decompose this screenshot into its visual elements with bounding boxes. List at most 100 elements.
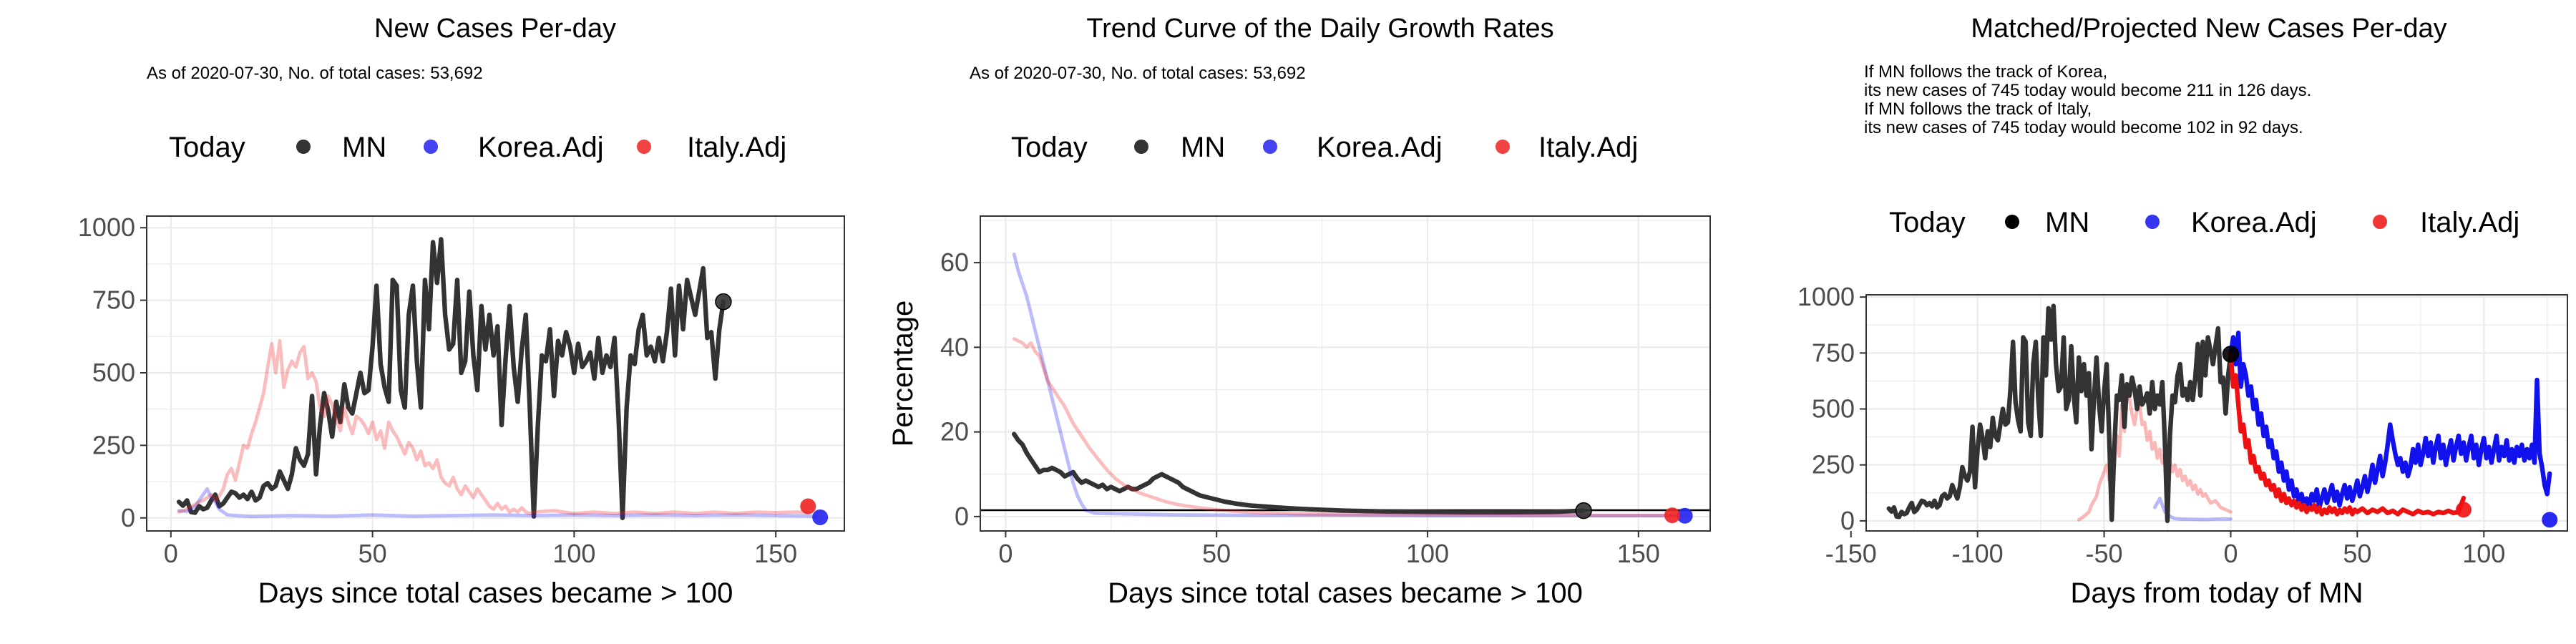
legend: Today MN Korea.Adj Italy.Adj: [1011, 132, 1638, 163]
x-tick-label: 150: [1617, 539, 1660, 568]
x-tick-label: 150: [754, 539, 797, 568]
legend-label-korea-adj: Korea.Adj: [2191, 207, 2317, 238]
series-line-italy-adj: [177, 339, 810, 516]
legend-title: Today: [1011, 132, 1088, 163]
x-tick-label: 0: [2223, 539, 2238, 568]
y-tick-label: 250: [92, 430, 135, 459]
x-tick-label: 0: [164, 539, 178, 568]
today-point-mn: [715, 293, 732, 311]
x-tick-label: 50: [2343, 539, 2371, 568]
today-point-korea-adj: [812, 509, 829, 525]
series-line-italy-adj: [1012, 337, 1674, 517]
legend-swatch-korea-adj: [1263, 140, 1277, 154]
legend: Today MN Korea.Adj Italy.Adj: [1889, 207, 2519, 238]
x-axis-title: Days from today of MN: [2070, 577, 2363, 609]
new-cases-chart: New Cases Per-day As of 2020-07-30, No. o…: [78, 14, 845, 609]
x-tick-label: -100: [1952, 539, 2004, 568]
y-tick-label: 20: [940, 417, 969, 447]
today-point-italy-adj: [2455, 502, 2472, 518]
legend-label-korea-adj: Korea.Adj: [478, 132, 604, 163]
plot-area: [980, 252, 1710, 518]
y-tick-label: 0: [955, 502, 969, 531]
today-point-italy-adj: [1664, 507, 1680, 524]
today-point-italy-adj: [800, 498, 816, 514]
y-tick-label: 500: [92, 358, 135, 387]
y-tick-label: 40: [940, 332, 969, 361]
x-tick-label: -150: [1825, 539, 1877, 568]
axes: 0 50 100 150 0 250 500 750 1000: [78, 213, 797, 568]
chart-subtitle-line: If MN follows the track of Italy,: [1864, 99, 2092, 119]
x-axis-title: Days since total cases became > 100: [1108, 577, 1583, 609]
grid: [980, 216, 1710, 531]
legend-swatch-mn: [1134, 140, 1148, 154]
x-tick-label: 100: [552, 539, 595, 568]
y-tick-label: 0: [121, 503, 135, 532]
plot-area: [176, 237, 818, 520]
plot-background: [980, 216, 1710, 531]
chart-subtitle-line: its new cases of 745 today would become …: [1864, 81, 2311, 100]
series-line-korea-adj: [1012, 252, 1687, 518]
legend-label-mn: MN: [1181, 132, 1225, 163]
legend-swatch-korea-adj: [424, 140, 438, 154]
y-tick-label: 60: [940, 248, 969, 277]
axes: 0 50 100 150 0 20 40 60: [940, 248, 1660, 568]
today-point-mn: [2222, 346, 2240, 363]
series-line-mn: [176, 237, 726, 520]
x-tick-label: 0: [998, 539, 1013, 568]
legend-swatch-mn: [2005, 215, 2019, 229]
legend-title: Today: [1889, 207, 1966, 238]
chart-title: Trend Curve of the Daily Growth Rates: [1086, 14, 1553, 44]
legend-title: Today: [169, 132, 245, 163]
y-axis-title: Percentage: [887, 301, 919, 447]
chart-panel-growth-rates: Trend Curve of the Daily Growth Rates As …: [859, 0, 1717, 644]
chart-title: New Cases Per-day: [374, 14, 616, 44]
legend-swatch-italy-adj: [637, 140, 651, 154]
chart-subtitle-line: As of 2020-07-30, No. of total cases: 53…: [147, 64, 483, 83]
series-line-korea-adj-matched-: [2152, 497, 2233, 522]
x-tick-label: 100: [2462, 539, 2505, 568]
y-tick-label: 750: [1812, 338, 1855, 367]
projected-cases-chart: Matched/Projected New Cases Per-day If MN…: [1797, 14, 2568, 609]
x-axis-title: Days since total cases became > 100: [258, 577, 733, 609]
x-tick-label: -50: [2086, 539, 2123, 568]
y-tick-label: 1000: [78, 213, 135, 242]
legend-swatch-italy-adj: [1496, 140, 1510, 154]
legend-swatch-korea-adj: [2145, 215, 2160, 229]
plot-border: [1865, 294, 2568, 532]
y-tick-label: 0: [1840, 506, 1855, 535]
today-point-mn: [1575, 502, 1592, 519]
chart-subtitle-line: As of 2020-07-30, No. of total cases: 53…: [970, 64, 1306, 83]
growth-rates-chart: Trend Curve of the Daily Growth Rates As …: [887, 14, 1711, 609]
y-tick-label: 1000: [1797, 282, 1855, 311]
legend-label-italy-adj: Italy.Adj: [2420, 207, 2519, 238]
x-tick-label: 100: [1406, 539, 1449, 568]
legend-label-korea-adj: Korea.Adj: [1317, 132, 1443, 163]
legend-label-italy-adj: Italy.Adj: [687, 132, 786, 163]
chart-panel-new-cases: New Cases Per-day As of 2020-07-30, No. o…: [0, 0, 859, 644]
chart-subtitle-line: If MN follows the track of Korea,: [1864, 62, 2107, 82]
legend-label-mn: MN: [342, 132, 386, 163]
plot-border: [980, 215, 1711, 532]
today-point-korea-adj: [1677, 507, 1693, 524]
series-line-italy-adj: [2228, 351, 2467, 517]
x-tick-label: 50: [358, 539, 387, 568]
y-tick-label: 750: [92, 286, 135, 315]
legend-swatch-mn: [296, 140, 311, 154]
today-point-korea-adj: [2542, 512, 2558, 528]
plot-border: [146, 215, 845, 532]
plot-area: [1886, 303, 2552, 524]
legend-label-mn: MN: [2045, 207, 2089, 238]
x-tick-label: 50: [1202, 539, 1231, 568]
legend-label-italy-adj: Italy.Adj: [1538, 132, 1638, 163]
chart-subtitle-line: its new cases of 745 today would become …: [1864, 118, 2303, 137]
series-line-mn: [1012, 431, 1586, 515]
chart-title: Matched/Projected New Cases Per-day: [1971, 14, 2446, 44]
series-line-korea-adj: [177, 487, 818, 519]
legend-swatch-italy-adj: [2373, 215, 2387, 229]
series-line-korea-adj: [2228, 331, 2552, 510]
chart-panel-projected-cases: Matched/Projected New Cases Per-day If MN…: [1717, 0, 2576, 644]
y-tick-label: 250: [1812, 450, 1855, 479]
grid: [147, 216, 844, 531]
series-line-mn: [1886, 303, 2233, 524]
